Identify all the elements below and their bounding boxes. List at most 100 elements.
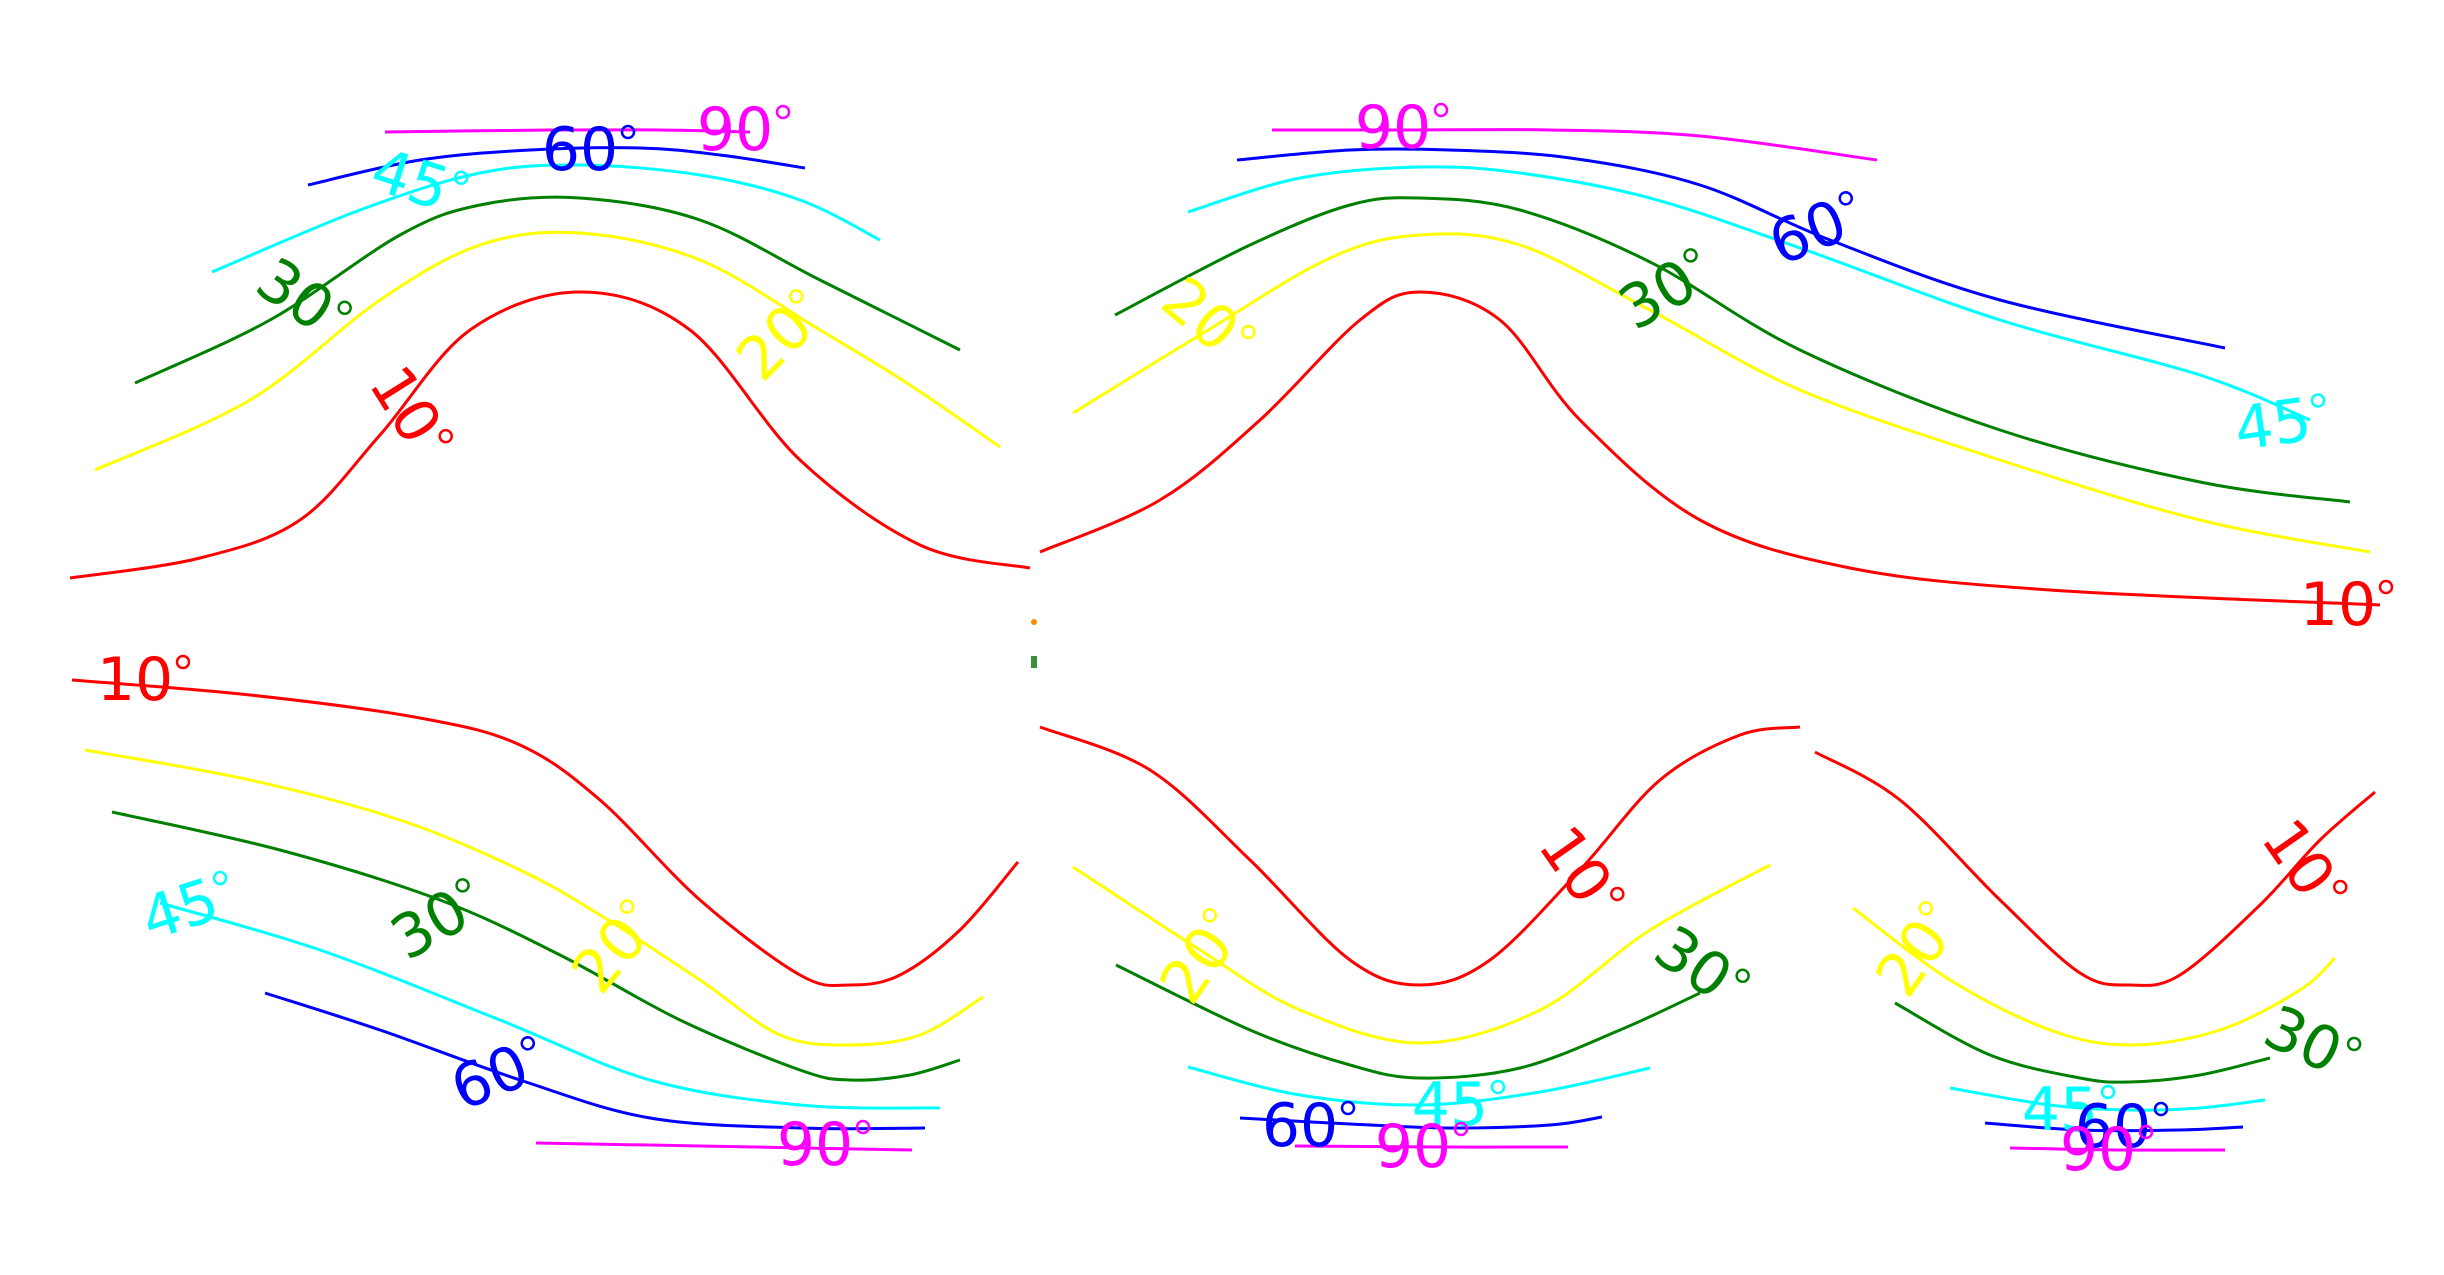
contour-line-30-top-left bbox=[134, 195, 961, 385]
contour-label-text: 30 bbox=[244, 244, 347, 345]
contour-label-text: 20 bbox=[1148, 264, 1251, 367]
contour-line-30-bottom-right bbox=[1894, 1001, 2271, 1084]
contour-lines bbox=[69, 128, 2381, 1152]
contour-label-text: 30 bbox=[1642, 912, 1745, 1013]
degree-mark bbox=[212, 870, 228, 886]
contour-label-90-bottom-left: 90 bbox=[777, 1110, 871, 1180]
contour-label-20-bottom-right: 20 bbox=[1862, 901, 1964, 1009]
contour-label-90-bottom-right: 90 bbox=[2060, 1115, 2154, 1185]
contour-label-text: 90 bbox=[2060, 1115, 2136, 1185]
contour-label-text: 60 bbox=[2075, 1092, 2151, 1162]
contour-line-45-top-right bbox=[1187, 165, 2311, 422]
contour-label-text: 10 bbox=[2300, 570, 2376, 640]
contour-label-text: 20 bbox=[723, 291, 826, 394]
contour-line-60-top-left bbox=[307, 146, 806, 187]
center-marks bbox=[1031, 619, 1037, 668]
degree-mark bbox=[1918, 901, 1934, 916]
contour-label-text: 60 bbox=[441, 1031, 538, 1125]
contour-label-45-bottom-right: 45 bbox=[2022, 1075, 2116, 1145]
contour-label-60-bottom-right: 60 bbox=[2075, 1092, 2169, 1162]
contour-line-90-top-left bbox=[384, 128, 751, 134]
contour-label-60-bottom-left: 60 bbox=[441, 1031, 538, 1125]
contour-label-text: 60 bbox=[1759, 186, 1856, 280]
degree-mark bbox=[175, 654, 191, 670]
degree-mark bbox=[453, 170, 469, 185]
contour-label-text: 10 bbox=[2247, 807, 2348, 910]
contour-line-60-bottom-mid bbox=[1239, 1115, 1603, 1130]
degree-mark bbox=[619, 899, 635, 914]
degree-mark bbox=[788, 289, 804, 304]
contour-line-60-bottom-left bbox=[264, 991, 926, 1131]
contour-label-60-top-right: 60 bbox=[1759, 186, 1856, 280]
contour-line-90-bottom-right bbox=[2009, 1146, 2226, 1152]
contour-line-20-bottom-left bbox=[84, 748, 984, 1047]
contour-label-text: 60 bbox=[542, 115, 618, 185]
contour-label-10-bottom-left: 10 bbox=[97, 645, 191, 715]
contour-line-30-top-right bbox=[1114, 196, 2351, 504]
contour-line-45-bottom-left bbox=[159, 901, 941, 1110]
degree-mark bbox=[2333, 879, 2348, 895]
contour-label-30-top-left: 30 bbox=[244, 244, 352, 346]
degree-mark bbox=[2138, 1124, 2154, 1140]
contour-line-20-bottom-right bbox=[1852, 906, 2337, 1047]
contour-line-10-top-left bbox=[69, 290, 1031, 580]
contour-label-60-bottom-mid: 60 bbox=[1262, 1091, 1356, 1161]
contour-label-text: 45 bbox=[363, 135, 457, 225]
center-marker-stack bbox=[1031, 656, 1037, 668]
degree-mark bbox=[1340, 1100, 1356, 1116]
contour-label-text: 90 bbox=[697, 95, 773, 165]
contour-line-60-top-right bbox=[1236, 147, 2226, 350]
degree-mark bbox=[1838, 191, 1854, 206]
degree-mark bbox=[2346, 1036, 2362, 1052]
contour-label-text: 90 bbox=[1375, 1112, 1451, 1182]
degree-mark bbox=[1453, 1121, 1469, 1137]
degree-mark bbox=[2378, 579, 2394, 595]
contour-line-20-bottom-mid bbox=[1072, 863, 1771, 1045]
contour-label-text: 45 bbox=[2022, 1075, 2098, 1145]
contour-line-45-bottom-right bbox=[1949, 1086, 2266, 1112]
contour-label-text: 90 bbox=[777, 1110, 853, 1180]
contour-label-45-top-left: 45 bbox=[363, 135, 469, 225]
degree-mark bbox=[1490, 1079, 1506, 1095]
contour-label-45-bottom-mid: 45 bbox=[1412, 1070, 1506, 1140]
contour-line-10-bottom-left bbox=[71, 678, 1020, 988]
contour-line-30-bottom-mid bbox=[1115, 963, 1701, 1080]
center-marker-orange bbox=[1031, 619, 1037, 625]
degree-mark bbox=[1202, 908, 1218, 923]
degree-mark bbox=[2310, 393, 2326, 408]
contour-label-10-bottom-right: 10 bbox=[2247, 807, 2348, 910]
contour-line-20-top-right bbox=[1072, 232, 2371, 554]
contour-label-text: 20 bbox=[559, 903, 662, 1006]
degree-mark bbox=[2153, 1101, 2169, 1117]
contour-label-text: 60 bbox=[1262, 1091, 1338, 1161]
contour-label-60-top-left: 60 bbox=[542, 115, 636, 185]
degree-mark bbox=[438, 428, 453, 444]
degree-mark bbox=[1433, 102, 1449, 118]
contour-line-45-top-left bbox=[211, 163, 881, 274]
contour-label-text: 90 bbox=[1355, 93, 1431, 163]
degree-mark bbox=[855, 1119, 871, 1135]
contour-label-20-bottom-left: 20 bbox=[559, 899, 662, 1007]
degree-mark bbox=[2100, 1084, 2116, 1100]
contour-label-text: 30 bbox=[2254, 992, 2353, 1088]
contour-label-text: 45 bbox=[2230, 385, 2315, 465]
degree-mark bbox=[775, 104, 791, 120]
contour-label-45-bottom-left: 45 bbox=[133, 865, 228, 955]
degree-mark bbox=[1735, 968, 1750, 984]
contour-label-20-top-right: 20 bbox=[1148, 264, 1256, 367]
contour-label-text: 45 bbox=[1412, 1070, 1488, 1140]
contour-label-20-top-left: 20 bbox=[723, 289, 827, 395]
contour-line-10-bottom-right bbox=[1814, 750, 2376, 987]
contour-line-10-top-right bbox=[1039, 290, 2381, 607]
contour-label-20-bottom-mid: 20 bbox=[1146, 908, 1248, 1017]
contour-label-90-top-right: 90 bbox=[1355, 93, 1449, 163]
contour-line-30-bottom-left bbox=[111, 810, 961, 1082]
contour-label-text: 20 bbox=[1146, 914, 1247, 1017]
contour-label-30-top-right: 30 bbox=[1607, 246, 1708, 345]
degree-mark bbox=[455, 878, 470, 893]
degree-mark bbox=[1241, 324, 1256, 340]
contour-label-text: 10 bbox=[97, 645, 173, 715]
degree-mark bbox=[1610, 886, 1625, 902]
